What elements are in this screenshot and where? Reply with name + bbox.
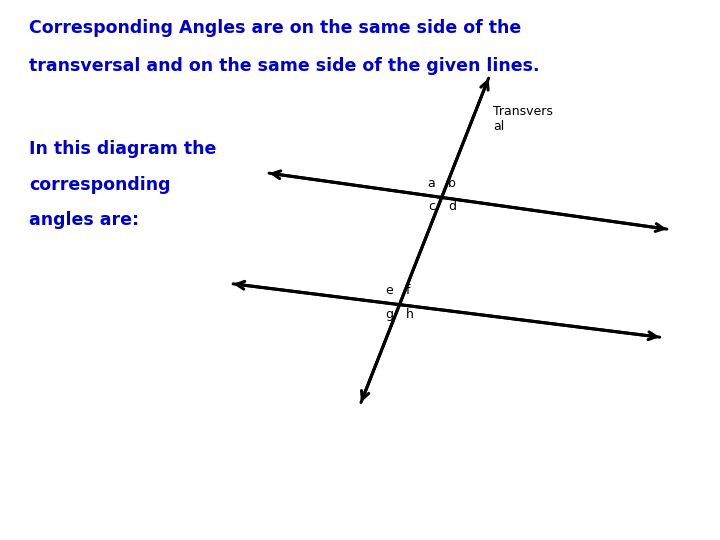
Text: b: b bbox=[448, 177, 456, 190]
Text: a: a bbox=[428, 177, 435, 190]
Text: corresponding: corresponding bbox=[29, 176, 171, 193]
Text: c: c bbox=[428, 200, 435, 213]
Text: e: e bbox=[385, 284, 393, 297]
Text: In this diagram the: In this diagram the bbox=[29, 140, 216, 158]
Text: d: d bbox=[448, 200, 456, 213]
Text: f: f bbox=[406, 284, 410, 297]
Text: angles are:: angles are: bbox=[29, 211, 139, 228]
Text: Corresponding Angles are on the same side of the: Corresponding Angles are on the same sid… bbox=[29, 19, 521, 37]
Text: transversal and on the same side of the given lines.: transversal and on the same side of the … bbox=[29, 57, 539, 75]
Text: g: g bbox=[385, 308, 393, 321]
Text: Transvers
al: Transvers al bbox=[493, 105, 553, 133]
Text: h: h bbox=[406, 308, 414, 321]
